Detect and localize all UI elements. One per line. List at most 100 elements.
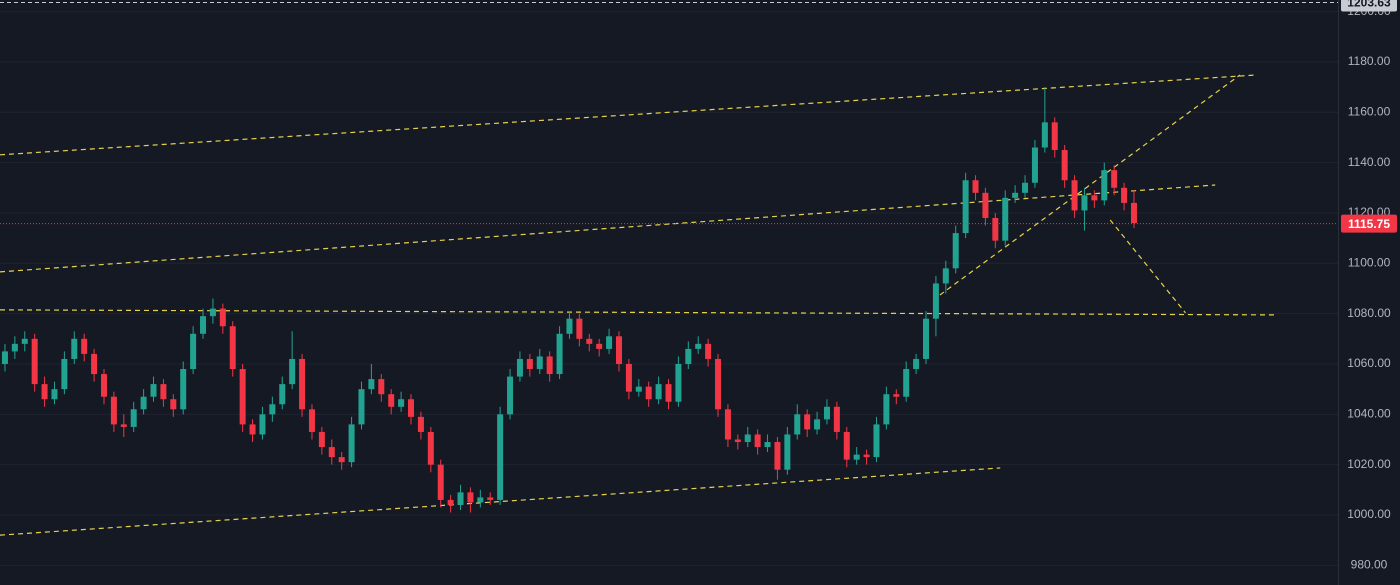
trend-line	[0, 309, 1276, 316]
candle-body	[1071, 180, 1078, 211]
candle-body	[764, 442, 771, 448]
candle-body	[180, 369, 187, 410]
price-label-box	[1341, 0, 1397, 12]
candle-body	[11, 343, 18, 352]
candle-body	[556, 333, 563, 375]
price-label: 1203.63	[1347, 0, 1391, 10]
candle-body	[200, 316, 207, 334]
candle-body	[279, 384, 286, 405]
candle-body	[863, 454, 870, 458]
candle-body	[437, 464, 444, 500]
candle-body	[1002, 197, 1009, 241]
candle-body	[120, 424, 127, 427]
candle-body	[160, 384, 167, 400]
candle-body	[219, 308, 226, 327]
candle-body	[368, 379, 375, 390]
candle-body	[299, 358, 306, 410]
candle-body	[942, 268, 949, 284]
candle-body	[784, 434, 791, 470]
candle-body	[1061, 150, 1068, 181]
candle-body	[150, 384, 157, 397]
y-tick-label: 1080.00	[1347, 306, 1391, 320]
candle-body	[338, 457, 345, 463]
y-tick-label: 1160.00	[1348, 104, 1391, 118]
candle-body	[596, 343, 603, 349]
y-tick-label: 1100.00	[1348, 255, 1391, 269]
candle-body	[497, 414, 504, 500]
candle-body	[1101, 170, 1108, 201]
candle-body	[655, 384, 662, 400]
candle-body	[526, 358, 533, 370]
trend-line	[939, 74, 1241, 296]
candle-body	[239, 369, 246, 425]
candle-body	[447, 499, 454, 505]
candle-body	[685, 348, 692, 364]
candle-body	[61, 358, 68, 390]
candle-body	[903, 369, 910, 397]
y-tick-label: 1000.00	[1347, 507, 1391, 521]
candle-body	[269, 404, 276, 415]
candle-body	[31, 338, 38, 385]
candle-body	[724, 409, 731, 440]
candle-body	[566, 318, 573, 334]
candle-body	[1051, 122, 1058, 151]
candle-body	[962, 180, 969, 234]
candle-body	[1081, 195, 1088, 211]
candle-body	[71, 338, 78, 359]
candle-body	[833, 406, 840, 432]
candle-body	[635, 386, 642, 392]
y-tick-label: 1040.00	[1347, 407, 1391, 421]
candle-body	[715, 358, 722, 410]
candle-body	[487, 497, 494, 500]
candle-body	[477, 497, 484, 503]
candle-body	[932, 283, 939, 319]
candle-body	[408, 399, 415, 417]
candle-body	[972, 180, 979, 193]
candle-body	[358, 389, 365, 425]
price-label-box	[1341, 214, 1397, 233]
candle-body	[467, 492, 474, 503]
y-tick-label: 1140.00	[1348, 155, 1391, 169]
y-tick-label: 980.00	[1351, 558, 1388, 572]
candle-body	[645, 386, 652, 400]
candle-body	[804, 414, 811, 430]
candle-body	[606, 336, 613, 349]
candle-body	[1130, 202, 1137, 224]
candle-body	[1041, 122, 1048, 148]
candle-body	[536, 356, 543, 370]
candle-body	[843, 431, 850, 460]
candle-body	[457, 492, 464, 505]
candle-body	[308, 409, 315, 432]
y-tick-label: 1180.00	[1348, 54, 1391, 68]
candle-body	[516, 358, 523, 377]
candle-body	[41, 384, 48, 400]
candle-body	[140, 396, 147, 410]
candle-body	[417, 416, 424, 432]
candle-body	[81, 338, 88, 354]
candle-body	[51, 389, 58, 400]
candle-body	[992, 217, 999, 241]
candle-body	[546, 356, 553, 375]
candle-body	[209, 308, 216, 317]
candle-body	[665, 384, 672, 402]
candle-body	[1091, 195, 1098, 201]
candle-body	[427, 431, 434, 465]
candle-body	[675, 363, 682, 402]
candle-body	[893, 394, 900, 397]
candle-body	[259, 414, 266, 435]
candle-body	[1121, 187, 1128, 203]
candle-body	[754, 434, 761, 448]
candle-body	[318, 431, 325, 448]
candle-body	[289, 358, 296, 385]
candle-body	[625, 363, 632, 392]
candle-body	[923, 318, 930, 359]
candle-body	[398, 399, 405, 407]
candle-body	[883, 394, 890, 425]
candle-body	[913, 358, 920, 370]
candle-body	[576, 318, 583, 339]
candle-body	[249, 424, 256, 435]
candle-body	[190, 333, 197, 370]
